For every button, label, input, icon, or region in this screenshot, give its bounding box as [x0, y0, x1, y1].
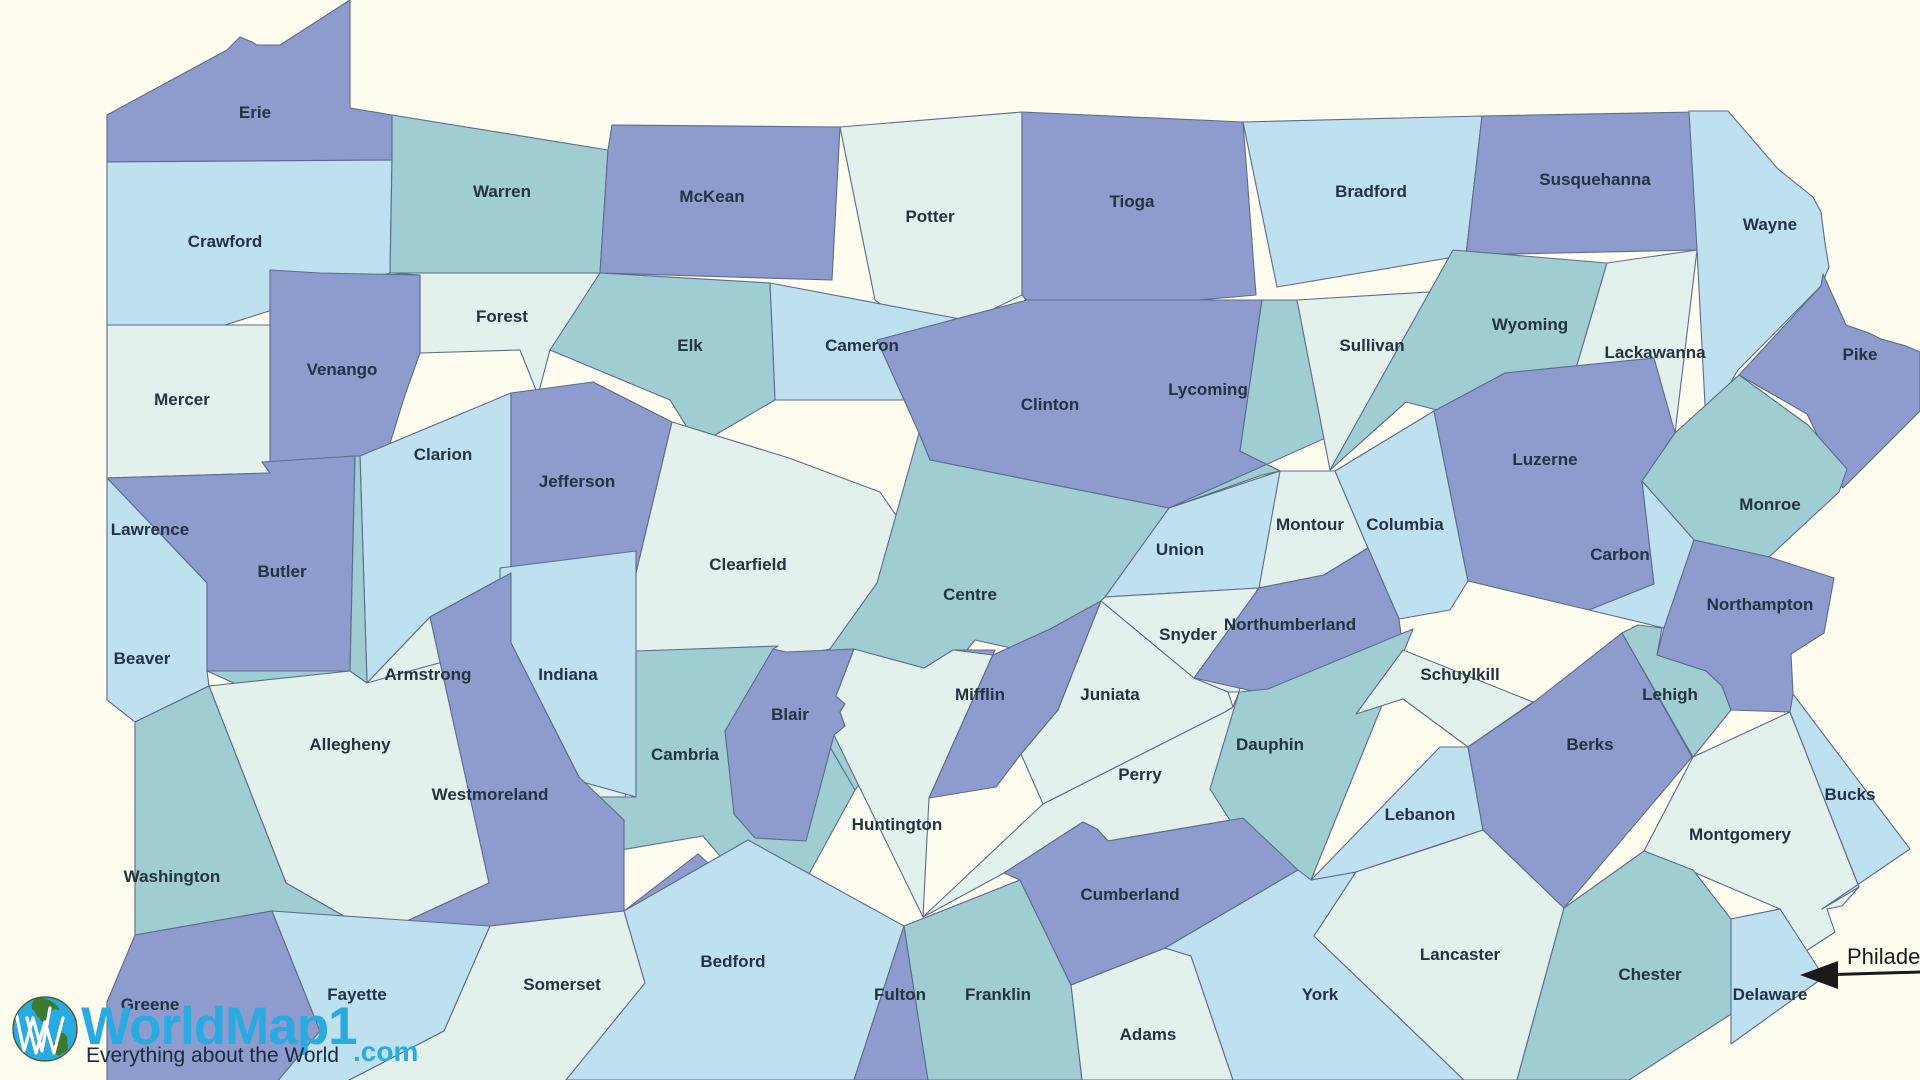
- svg-text:Dauphin: Dauphin: [1236, 735, 1304, 754]
- svg-text:Butler: Butler: [257, 562, 307, 581]
- svg-text:Forest: Forest: [476, 307, 528, 326]
- svg-text:Clearfield: Clearfield: [709, 555, 786, 574]
- svg-text:Lawrence: Lawrence: [111, 520, 189, 539]
- svg-text:Mifflin: Mifflin: [955, 685, 1005, 704]
- svg-text:York: York: [1302, 985, 1339, 1004]
- svg-text:Montgomery: Montgomery: [1689, 825, 1792, 844]
- svg-text:Franklin: Franklin: [965, 985, 1031, 1004]
- svg-text:Cambria: Cambria: [651, 745, 720, 764]
- svg-text:Columbia: Columbia: [1366, 515, 1444, 534]
- svg-text:Northampton: Northampton: [1707, 595, 1814, 614]
- svg-text:Beaver: Beaver: [114, 649, 171, 668]
- svg-text:Lackawanna: Lackawanna: [1604, 343, 1706, 362]
- svg-text:Fulton: Fulton: [874, 985, 926, 1004]
- svg-text:Wyoming: Wyoming: [1492, 315, 1568, 334]
- svg-text:Union: Union: [1156, 540, 1204, 559]
- svg-text:Sullivan: Sullivan: [1339, 336, 1404, 355]
- svg-text:Luzerne: Luzerne: [1512, 450, 1577, 469]
- svg-text:Potter: Potter: [905, 207, 955, 226]
- svg-text:Susquehanna: Susquehanna: [1539, 170, 1651, 189]
- svg-text:Adams: Adams: [1120, 1025, 1177, 1044]
- svg-text:Mercer: Mercer: [154, 390, 210, 409]
- svg-text:Cumberland: Cumberland: [1080, 885, 1179, 904]
- svg-text:Juniata: Juniata: [1080, 685, 1140, 704]
- svg-text:Crawford: Crawford: [188, 232, 263, 251]
- svg-text:Montour: Montour: [1276, 515, 1344, 534]
- svg-text:Philadelphia: Philadelphia: [1847, 944, 1920, 969]
- svg-text:McKean: McKean: [679, 187, 744, 206]
- svg-text:Northumberland: Northumberland: [1224, 615, 1356, 634]
- svg-text:Lancaster: Lancaster: [1420, 945, 1501, 964]
- svg-text:Schuylkill: Schuylkill: [1420, 665, 1499, 684]
- svg-text:Perry: Perry: [1118, 765, 1162, 784]
- svg-text:Lebanon: Lebanon: [1385, 805, 1456, 824]
- svg-text:Venango: Venango: [307, 360, 378, 379]
- svg-text:Bradford: Bradford: [1335, 182, 1407, 201]
- svg-text:Lycoming: Lycoming: [1168, 380, 1248, 399]
- svg-text:Pike: Pike: [1843, 345, 1878, 364]
- svg-text:Bucks: Bucks: [1824, 785, 1875, 804]
- svg-text:Warren: Warren: [473, 182, 531, 201]
- svg-text:Everything about the World: Everything about the World: [86, 1044, 339, 1067]
- svg-text:Delaware: Delaware: [1733, 985, 1808, 1004]
- svg-text:Armstrong: Armstrong: [385, 665, 472, 684]
- svg-text:Huntington: Huntington: [852, 815, 943, 834]
- svg-text:Elk: Elk: [677, 336, 703, 355]
- svg-text:Berks: Berks: [1566, 735, 1613, 754]
- svg-text:Monroe: Monroe: [1739, 495, 1800, 514]
- svg-text:Clinton: Clinton: [1021, 395, 1080, 414]
- svg-text:Wayne: Wayne: [1743, 215, 1797, 234]
- svg-text:Washington: Washington: [124, 867, 221, 886]
- svg-text:Indiana: Indiana: [538, 665, 598, 684]
- svg-text:.com: .com: [353, 1036, 418, 1067]
- svg-text:Blair: Blair: [771, 705, 809, 724]
- svg-text:Tioga: Tioga: [1109, 192, 1155, 211]
- svg-text:Cameron: Cameron: [825, 336, 899, 355]
- svg-text:Allegheny: Allegheny: [309, 735, 391, 754]
- svg-text:Clarion: Clarion: [414, 445, 473, 464]
- svg-text:Lehigh: Lehigh: [1642, 685, 1698, 704]
- svg-text:Bedford: Bedford: [700, 952, 765, 971]
- svg-text:Carbon: Carbon: [1590, 545, 1650, 564]
- svg-text:Erie: Erie: [239, 103, 271, 122]
- svg-text:Jefferson: Jefferson: [539, 472, 616, 491]
- svg-text:Westmoreland: Westmoreland: [432, 785, 549, 804]
- svg-text:Centre: Centre: [943, 585, 997, 604]
- svg-text:Snyder: Snyder: [1159, 625, 1217, 644]
- svg-text:Chester: Chester: [1618, 965, 1682, 984]
- svg-text:Somerset: Somerset: [523, 975, 601, 994]
